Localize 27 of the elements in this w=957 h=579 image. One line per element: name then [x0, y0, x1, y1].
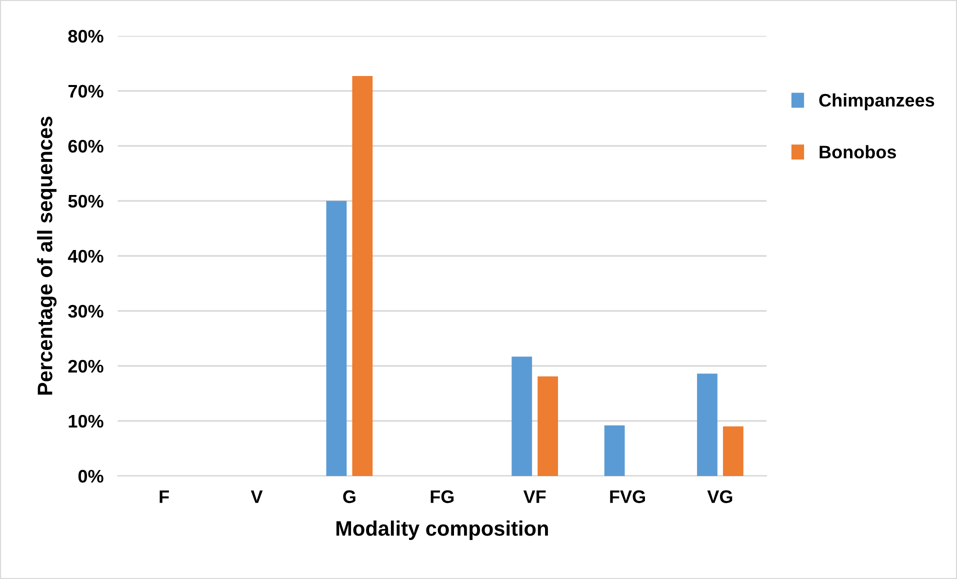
- legend-label: Bonobos: [820, 145, 896, 158]
- y-tick-label: 70%: [68, 84, 104, 98]
- y-tick-label: 20%: [68, 360, 104, 373]
- y-tick-label: 80%: [68, 30, 104, 43]
- y-axis-title: Percentage of all sequences: [37, 116, 57, 395]
- x-tick-label: VF: [523, 490, 546, 503]
- y-tick-label: 10%: [68, 414, 104, 428]
- bar: [352, 76, 373, 476]
- x-tick-label: F: [160, 490, 169, 503]
- y-tick-label: 40%: [68, 250, 104, 263]
- bar: [697, 374, 718, 476]
- x-tick-label: FG: [430, 490, 454, 504]
- y-tick-label: 0%: [78, 470, 104, 483]
- legend-label: Chimpanzees: [819, 93, 934, 110]
- x-tick-label: G: [343, 490, 356, 504]
- bar: [326, 200, 347, 476]
- bar: [604, 425, 625, 476]
- x-tick-label: FVG: [610, 490, 645, 504]
- y-tick-label: 50%: [68, 194, 104, 208]
- x-tick-label: VG: [707, 490, 732, 504]
- bar: [512, 356, 532, 476]
- bar: [538, 376, 558, 476]
- y-tick-label: 30%: [68, 304, 104, 318]
- y-tick-label: 60%: [68, 140, 104, 153]
- bar: [722, 426, 744, 476]
- x-tick-label: V: [250, 490, 263, 503]
- x-axis-title: Modality composition: [336, 520, 548, 540]
